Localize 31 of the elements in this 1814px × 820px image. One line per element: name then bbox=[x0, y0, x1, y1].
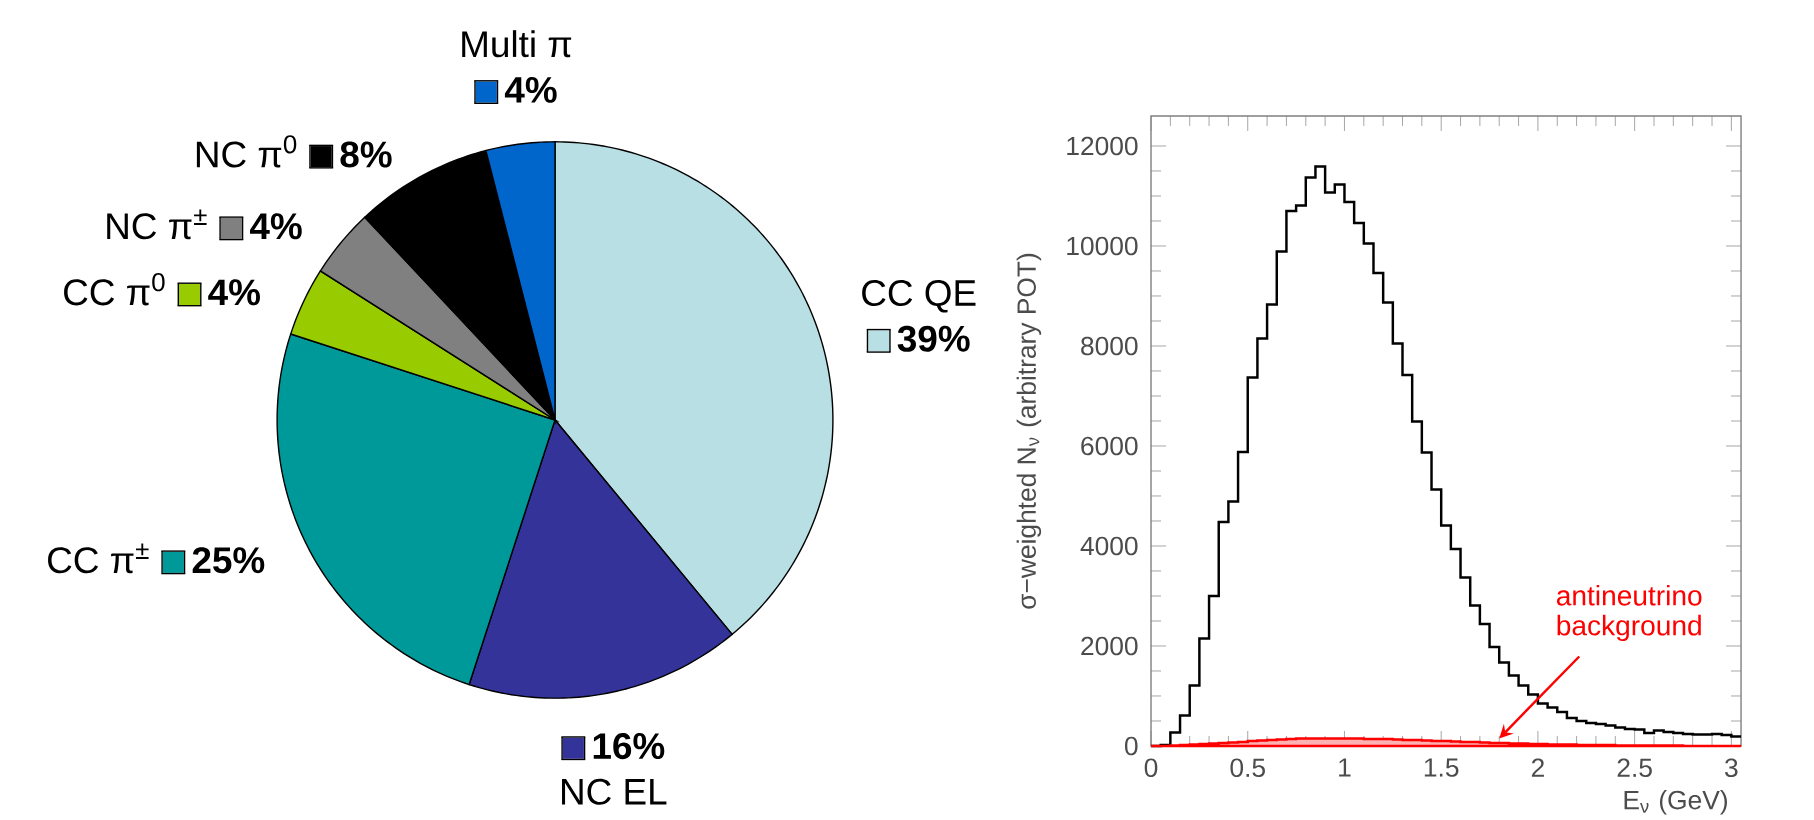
annotation: antineutrino background bbox=[1556, 584, 1702, 642]
y-tick-label: 2000 bbox=[1081, 636, 1138, 656]
y-tick-label: 6000 bbox=[1081, 436, 1138, 456]
x-tick-label: 1.5 bbox=[1424, 758, 1459, 777]
legend-label: NC EL bbox=[562, 778, 667, 805]
x-tick-label: 0 bbox=[1144, 758, 1158, 778]
x-axis-title: E$_{ν}$ (GeV) bbox=[1624, 790, 1727, 815]
data-label: 4% bbox=[249, 213, 302, 240]
x-tick-label: 1 bbox=[1339, 758, 1351, 777]
x-tick-label: 0.5 bbox=[1230, 758, 1265, 778]
y-tick-label: 10000 bbox=[1067, 236, 1138, 256]
x-tick-label: 3 bbox=[1725, 758, 1738, 778]
x-tick-label: 2 bbox=[1531, 758, 1544, 777]
y-tick-label: 8000 bbox=[1081, 336, 1138, 356]
legend-label: CC π$^{±}$ bbox=[48, 543, 149, 574]
y-tick-label: 4000 bbox=[1080, 536, 1138, 556]
y-tick-label: 0 bbox=[1124, 736, 1138, 756]
legend-label: CC π$^{0}$ bbox=[64, 273, 165, 306]
x-tick-label: 2.5 bbox=[1617, 758, 1652, 778]
slice-label: CC QE bbox=[862, 279, 976, 313]
data-label: 8% bbox=[340, 141, 392, 168]
data-label: 25% bbox=[192, 547, 265, 574]
data-label: 4% bbox=[208, 279, 260, 306]
slice-label: Multi π bbox=[462, 30, 572, 58]
y-axis-title: σ−weighted N$_{ν}$ (arbitrary POT) bbox=[1016, 253, 1042, 609]
data-label: 4% bbox=[504, 76, 557, 103]
legend-label: NC π$^{0}$ bbox=[196, 135, 297, 168]
data-label: 16% bbox=[593, 733, 665, 760]
y-tick-label: 12000 bbox=[1067, 136, 1138, 156]
legend-label: NC π$^{±}$ bbox=[107, 209, 207, 240]
data-label: 39% bbox=[897, 325, 970, 352]
